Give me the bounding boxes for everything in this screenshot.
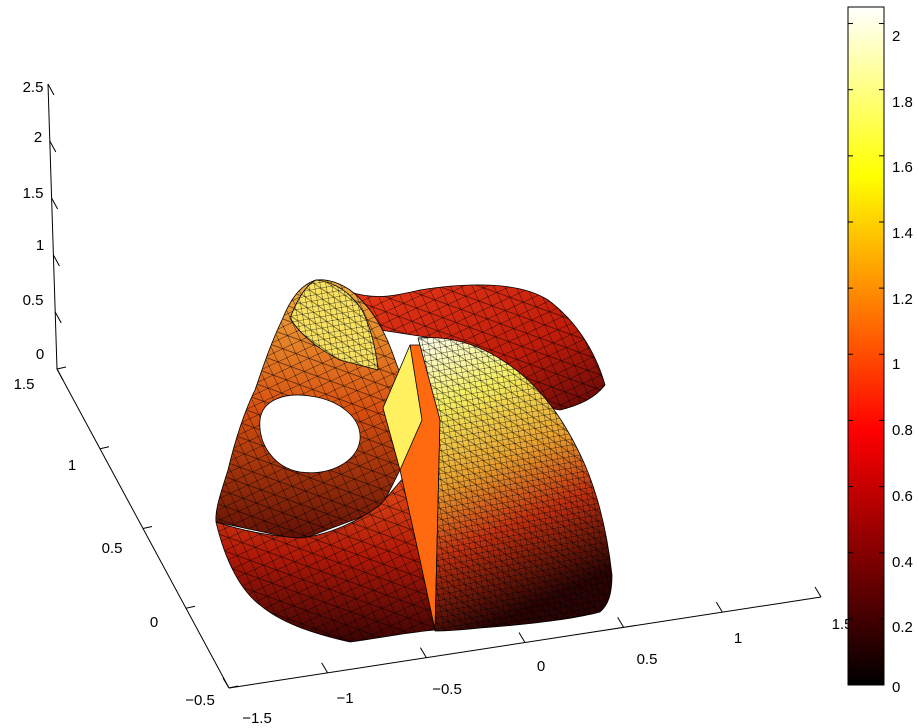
x-tick-mark xyxy=(419,647,427,658)
x-tick-mark xyxy=(715,601,723,613)
z-tick-label: 2 xyxy=(34,129,42,146)
z-tick-labels: 2.5 2 1.5 1 0.5 0 xyxy=(23,79,45,363)
colorbar-tick-label: 0.2 xyxy=(892,619,913,636)
y-tick-mark xyxy=(228,685,239,689)
colorbar-tick-marks xyxy=(848,23,884,686)
x-tick-label: −0.5 xyxy=(432,681,462,698)
x-tick-mark xyxy=(222,677,230,689)
y-tick-labels: 1.5 1 0.5 0 −0.5 xyxy=(14,376,215,709)
tick-marks xyxy=(47,83,822,689)
x-tick-mark xyxy=(814,586,822,598)
z-tick-label: 1 xyxy=(36,237,44,254)
x-tick-mark xyxy=(518,632,526,643)
colorbar-tick-label: 0.4 xyxy=(892,554,913,571)
surface-wedge-top xyxy=(382,344,423,471)
x-tick-label: 0.5 xyxy=(637,651,658,668)
colorbar-tick-label: 0 xyxy=(892,679,900,696)
colorbar-gradient xyxy=(847,6,885,686)
x-tick-label: −1.5 xyxy=(242,710,272,727)
x-tick-mark xyxy=(617,617,625,628)
x-tick-labels: −1.5 −1 −0.5 0 0.5 1 1.5 xyxy=(242,616,852,727)
z-tick-mark xyxy=(54,311,62,324)
z-tick-mark xyxy=(49,140,57,153)
z-tick-mark xyxy=(52,254,60,267)
z-tick-label: 0 xyxy=(36,346,44,363)
colorbar-tick-label: 1 xyxy=(892,356,900,373)
z-tick-mark xyxy=(56,368,64,381)
surface-plot xyxy=(215,279,613,643)
x-tick-label: 1.5 xyxy=(832,616,853,633)
z-tick-label: 0.5 xyxy=(23,292,44,309)
colorbar-tick-label: 1.8 xyxy=(892,94,913,111)
colorbar-tick-labels: 2 1.8 1.6 1.4 1.2 1 0.8 0.6 0.4 0.2 0 xyxy=(892,28,913,696)
colorbar: 2 1.8 1.6 1.4 1.2 1 0.8 0.6 0.4 0.2 0 xyxy=(847,6,913,696)
y-tick-label: −0.5 xyxy=(185,692,215,709)
y-tick-mark xyxy=(56,366,67,370)
y-tick-label: 1 xyxy=(68,457,76,474)
z-tick-label: 1.5 xyxy=(23,185,44,202)
x-tick-label: −1 xyxy=(336,690,353,707)
colorbar-tick-label: 0.8 xyxy=(892,422,913,439)
z-tick-mark xyxy=(47,83,55,96)
y-tick-mark xyxy=(142,526,153,529)
x-tick-label: 0 xyxy=(537,658,545,675)
x-tick-mark xyxy=(321,662,329,674)
z-tick-mark xyxy=(51,197,59,210)
y-tick-label: 0.5 xyxy=(102,540,123,557)
colorbar-tick-label: 1.4 xyxy=(892,225,913,242)
colorbar-tick-label: 1.2 xyxy=(892,291,913,308)
colorbar-tick-label: 1.6 xyxy=(892,159,913,176)
z-tick-label: 2.5 xyxy=(23,79,44,96)
z-axis-line xyxy=(47,83,58,370)
y-tick-label: 0 xyxy=(150,614,158,631)
y-tick-label: 1.5 xyxy=(14,376,35,393)
y-tick-mark xyxy=(99,446,110,450)
x-tick-label: 1 xyxy=(734,630,742,647)
y-tick-mark xyxy=(185,605,196,609)
colorbar-tick-label: 2 xyxy=(892,28,900,45)
colorbar-tick-label: 0.6 xyxy=(892,488,913,505)
